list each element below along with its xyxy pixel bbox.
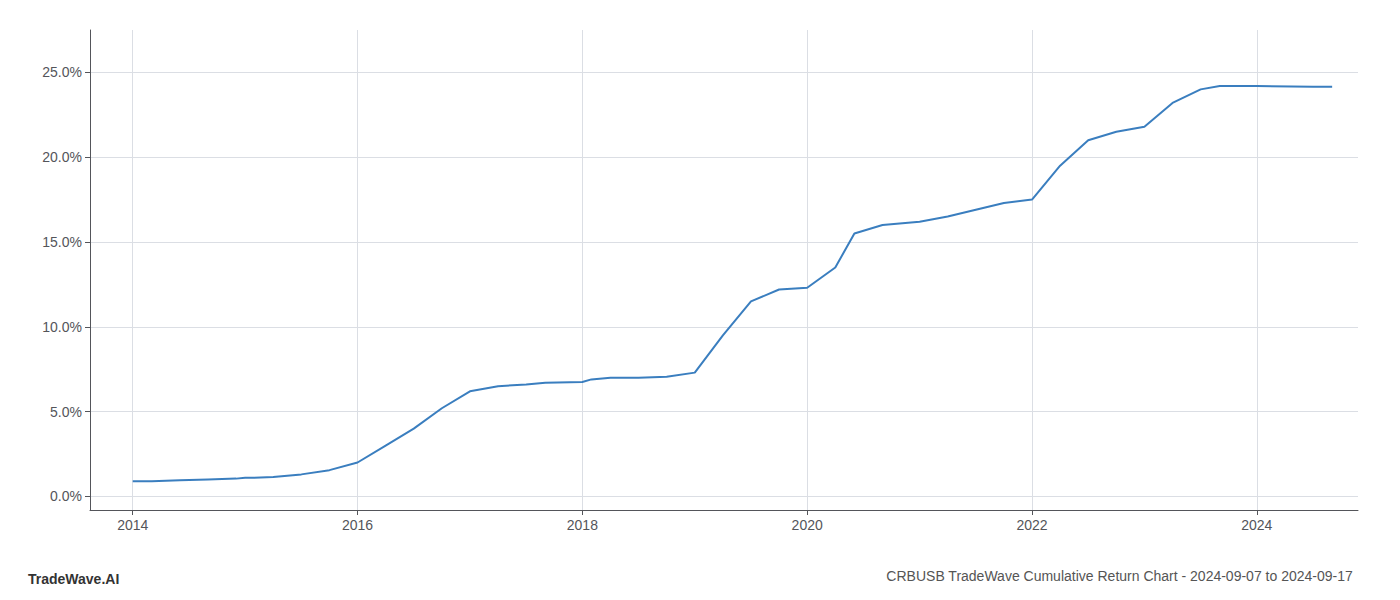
svg-text:0.0%: 0.0% <box>50 488 82 504</box>
svg-text:2024: 2024 <box>1241 517 1272 533</box>
svg-text:5.0%: 5.0% <box>50 404 82 420</box>
svg-text:2022: 2022 <box>1016 517 1047 533</box>
svg-text:TradeWave.AI: TradeWave.AI <box>28 571 119 587</box>
svg-text:20.0%: 20.0% <box>42 149 82 165</box>
svg-text:CRBUSB TradeWave Cumulative Re: CRBUSB TradeWave Cumulative Return Chart… <box>886 568 1353 584</box>
svg-text:10.0%: 10.0% <box>42 319 82 335</box>
svg-text:15.0%: 15.0% <box>42 234 82 250</box>
svg-text:2018: 2018 <box>567 517 598 533</box>
svg-text:2014: 2014 <box>117 517 148 533</box>
svg-text:2016: 2016 <box>342 517 373 533</box>
svg-text:2020: 2020 <box>792 517 823 533</box>
svg-text:25.0%: 25.0% <box>42 64 82 80</box>
